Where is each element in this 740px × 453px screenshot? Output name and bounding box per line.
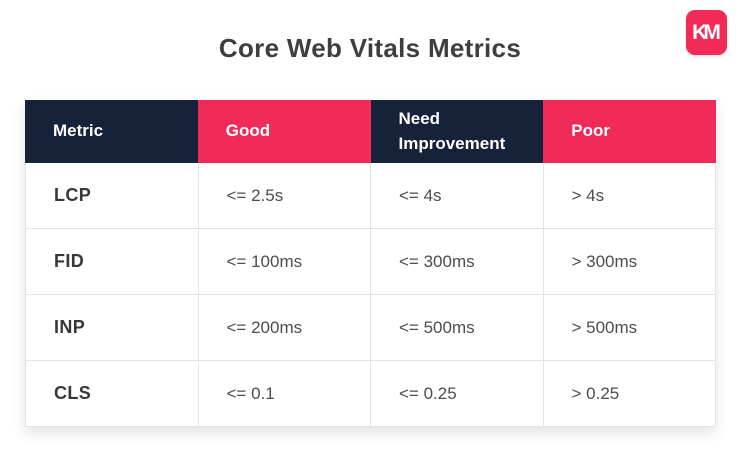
cell-need-improvement: <= 500ms xyxy=(370,295,543,360)
cell-need-improvement: <= 4s xyxy=(370,163,543,228)
table-header-metric: Metric xyxy=(25,100,198,163)
brand-monogram-icon: KM xyxy=(692,21,721,44)
cell-need-improvement: <= 0.25 xyxy=(370,361,543,426)
cell-good: <= 200ms xyxy=(197,295,371,360)
cell-metric: CLS xyxy=(54,383,92,403)
cell-metric: FID xyxy=(54,251,85,271)
cell-need-improvement: <= 300ms xyxy=(370,229,543,294)
table-row-lcp: LCP <= 2.5s <= 4s > 4s xyxy=(26,163,715,229)
cell-metric: LCP xyxy=(54,185,92,205)
cell-poor: > 0.25 xyxy=(542,361,716,426)
page-title: Core Web Vitals Metrics xyxy=(218,33,522,63)
table-body: LCP <= 2.5s <= 4s > 4s FID <= 100ms <= 3… xyxy=(25,163,716,427)
cell-metric: INP xyxy=(54,317,86,337)
table-header-poor: Poor xyxy=(543,100,716,163)
table-header-need-improvement: Need Improvement xyxy=(370,100,544,163)
cell-poor: > 300ms xyxy=(542,229,716,294)
cell-good: <= 0.1 xyxy=(197,361,371,426)
cell-good: <= 2.5s xyxy=(197,163,371,228)
core-web-vitals-table: Metric Good Need Improvement Poor LCP <=… xyxy=(25,100,716,427)
table-row-cls: CLS <= 0.1 <= 0.25 > 0.25 xyxy=(26,361,715,426)
table-header-good: Good xyxy=(197,100,371,163)
cell-poor: > 4s xyxy=(542,163,716,228)
table-header-row: Metric Good Need Improvement Poor xyxy=(25,100,716,163)
cell-poor: > 500ms xyxy=(542,295,716,360)
cell-good: <= 100ms xyxy=(197,229,371,294)
table-row-inp: INP <= 200ms <= 500ms > 500ms xyxy=(26,295,715,361)
table-row-fid: FID <= 100ms <= 300ms > 300ms xyxy=(26,229,715,295)
brand-logo: KM xyxy=(686,10,727,55)
